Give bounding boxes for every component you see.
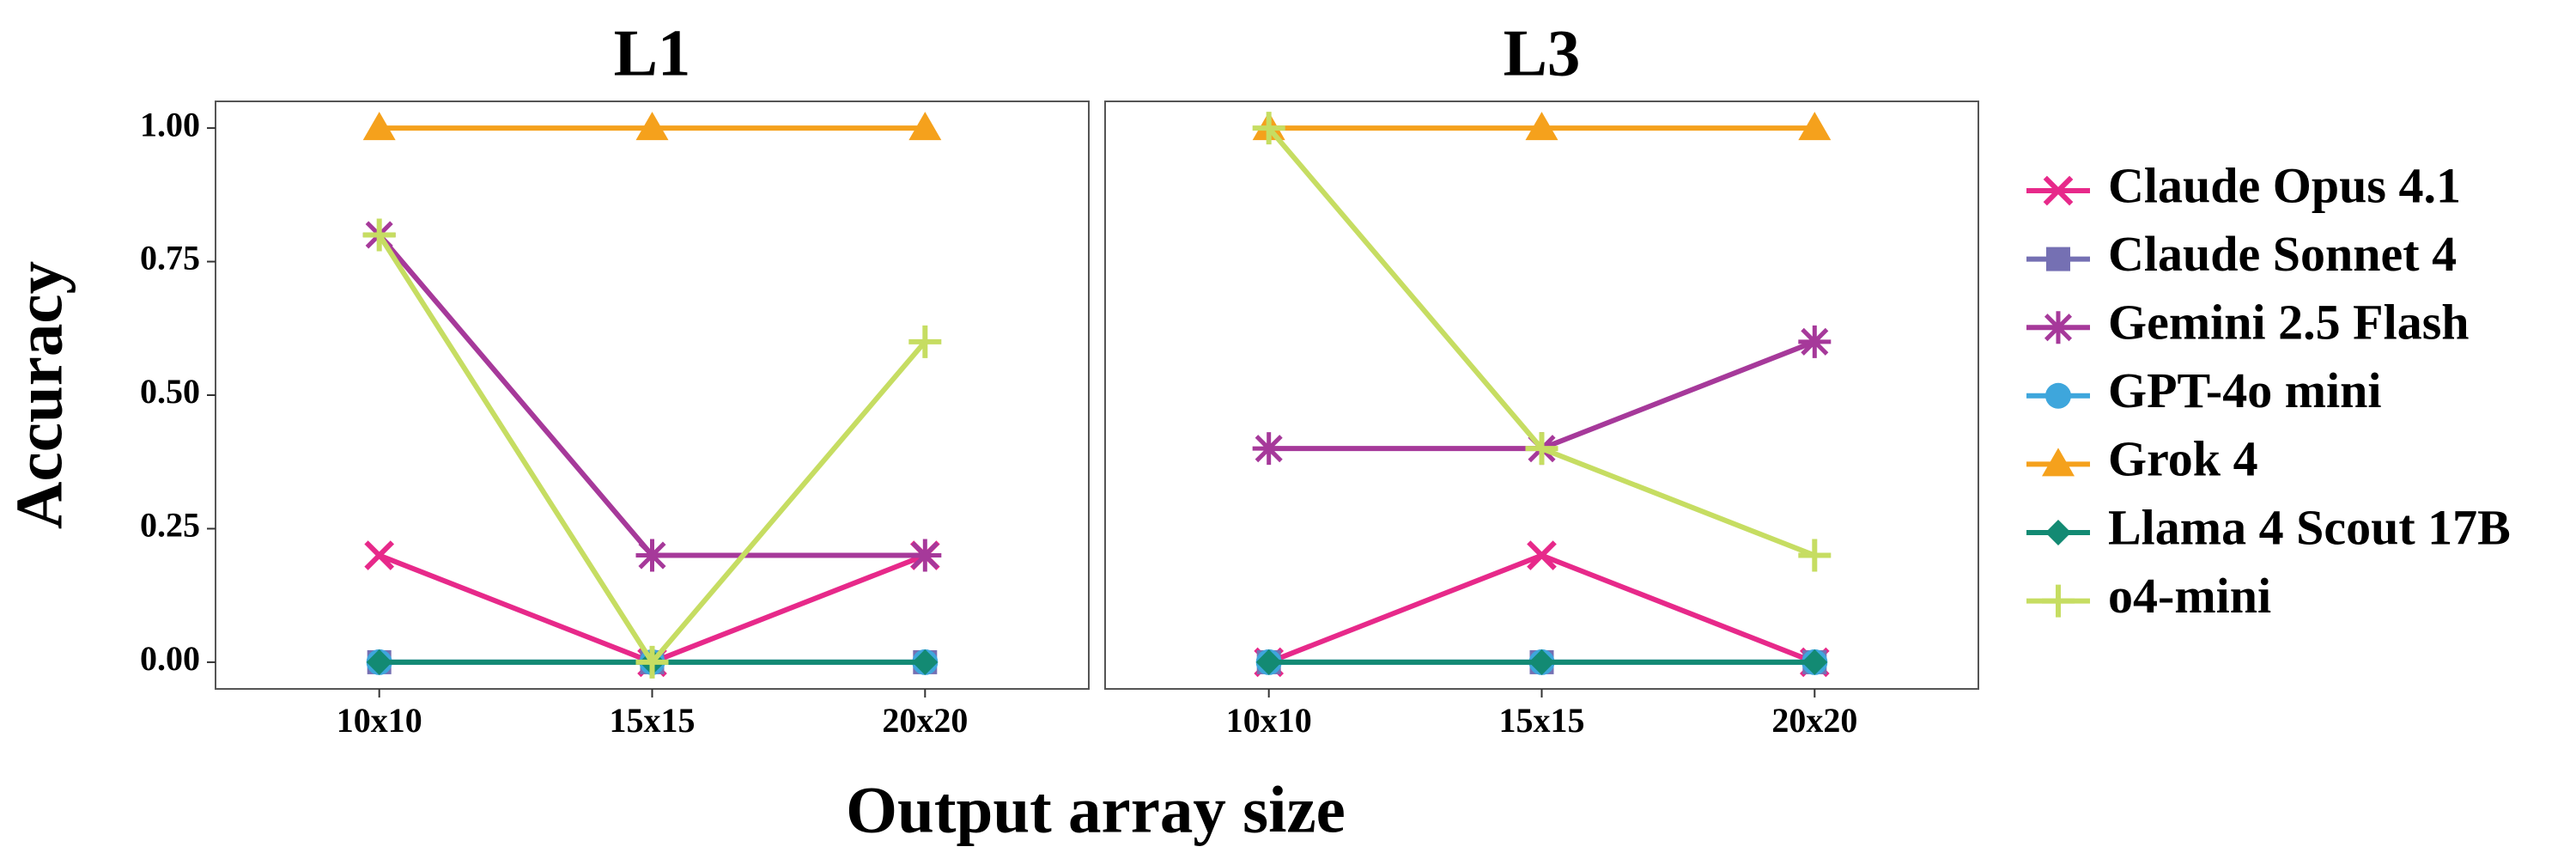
- panel-title: L1: [614, 16, 691, 90]
- legend-label: Llama 4 Scout 17B: [2108, 499, 2511, 555]
- series-line: [377, 233, 926, 558]
- legend-label: Grok 4: [2108, 431, 2258, 487]
- x-tick-label: 15x15: [1499, 701, 1585, 740]
- y-tick-label: 0.00: [140, 639, 200, 678]
- data-point: [366, 649, 392, 675]
- data-point: [908, 325, 942, 358]
- legend-marker: [2045, 520, 2071, 545]
- x-tick-label: 10x10: [337, 701, 422, 740]
- y-tick-label: 0.75: [140, 239, 200, 277]
- data-point: [908, 539, 942, 572]
- legend-marker: [2046, 247, 2070, 271]
- legend-label: o4-mini: [2108, 568, 2271, 624]
- data-point: [362, 112, 396, 141]
- x-tick-label: 10x10: [1226, 701, 1312, 740]
- data-point: [1252, 112, 1285, 145]
- legend-marker: [2042, 584, 2075, 618]
- data-point: [1525, 112, 1558, 141]
- data-point: [1798, 325, 1832, 358]
- x-tick-label: 20x20: [882, 701, 968, 740]
- data-point: [1525, 432, 1558, 466]
- data-point: [908, 112, 942, 141]
- legend-label: GPT-4o mini: [2108, 362, 2382, 418]
- panel-border: [1104, 101, 1979, 690]
- panel-border: [215, 101, 1090, 690]
- legend-label: Claude Sonnet 4: [2108, 226, 2457, 282]
- series-line: [1267, 552, 1816, 665]
- y-tick-label: 0.25: [140, 506, 200, 545]
- data-point: [1528, 649, 1555, 675]
- legend-marker: [2042, 448, 2075, 477]
- data-point: [635, 645, 669, 679]
- x-tick-label: 15x15: [610, 701, 696, 740]
- y-axis-label: Accuracy: [3, 261, 76, 529]
- data-point: [1798, 539, 1832, 572]
- y-tick-label: 1.00: [140, 105, 200, 143]
- panel-title: L3: [1504, 16, 1581, 90]
- legend-marker: [2043, 175, 2074, 206]
- legend-marker: [2045, 382, 2071, 409]
- y-tick-label: 0.50: [140, 372, 200, 411]
- data-point: [1255, 649, 1282, 675]
- x-axis-label: Output array size: [846, 773, 1346, 847]
- data-point: [362, 218, 396, 252]
- legend-label: Claude Opus 4.1: [2108, 157, 2461, 213]
- data-point: [912, 649, 939, 675]
- data-point: [1801, 649, 1828, 675]
- legend-marker: [2042, 311, 2075, 344]
- data-point: [635, 539, 669, 572]
- data-point: [1527, 540, 1557, 570]
- x-tick-label: 20x20: [1771, 701, 1857, 740]
- series-line: [1267, 126, 1816, 558]
- series-line: [377, 233, 927, 667]
- data-point: [635, 112, 669, 141]
- data-point: [1798, 112, 1832, 141]
- legend-label: Gemini 2.5 Flash: [2108, 295, 2470, 350]
- data-point: [1252, 432, 1285, 466]
- data-point: [364, 540, 395, 570]
